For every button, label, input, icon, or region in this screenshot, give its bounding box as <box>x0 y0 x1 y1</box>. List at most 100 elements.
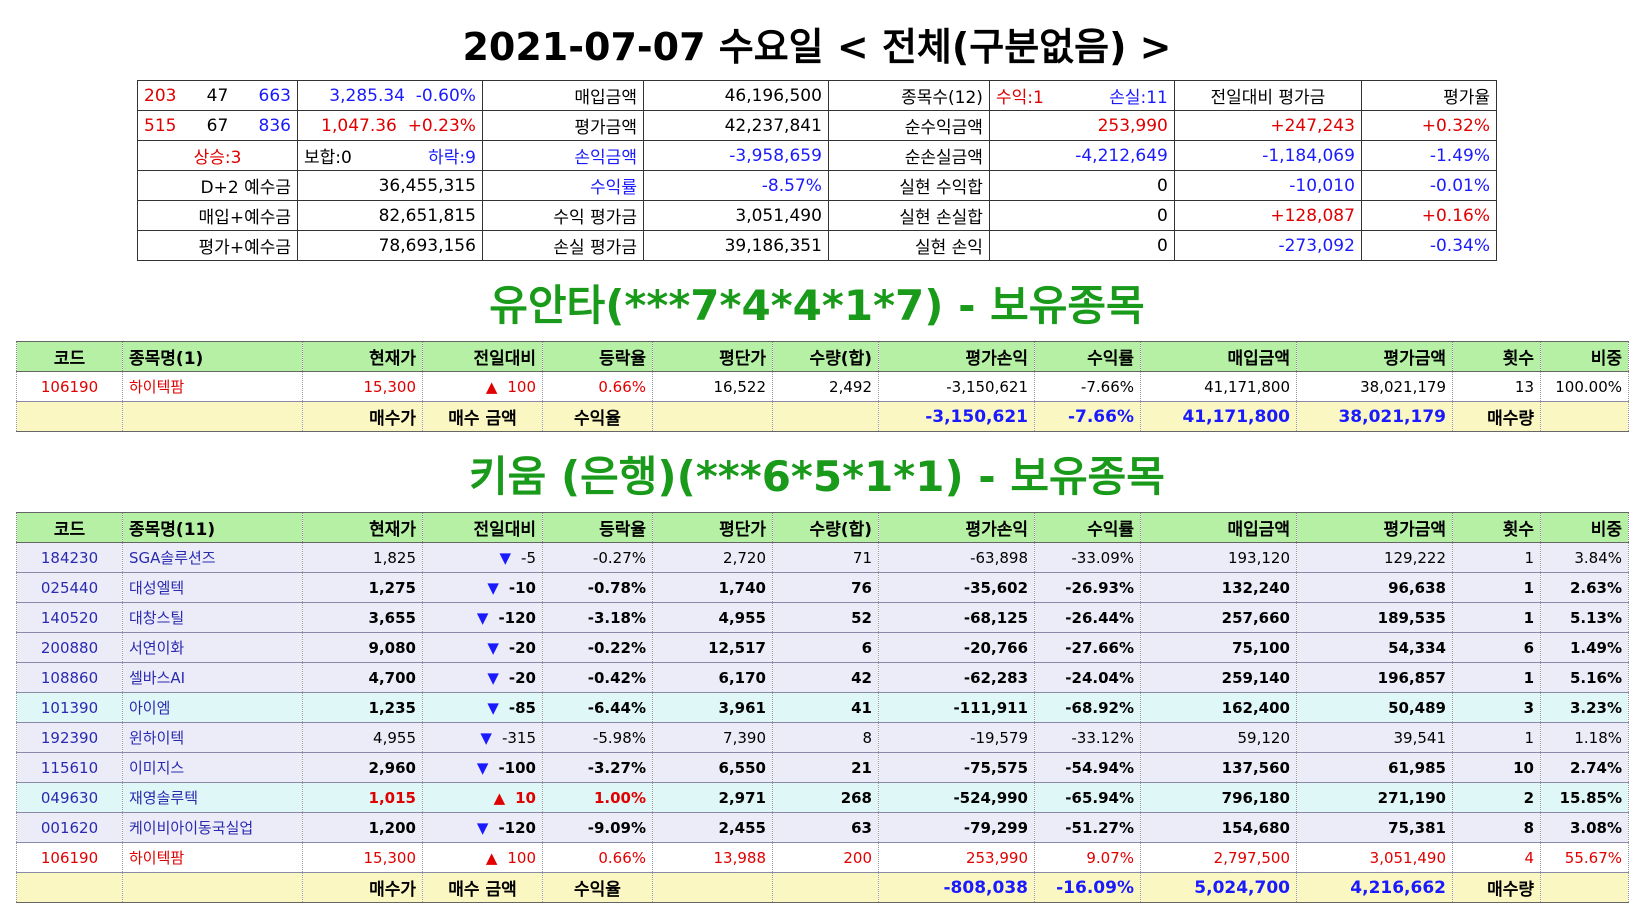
col-header-pl: 평가손익 <box>878 341 1035 372</box>
col-header-code: 코드 <box>16 512 123 543</box>
realized-pl: 0 <box>988 230 1175 261</box>
col-header-count: 횟수 <box>1452 512 1541 543</box>
weight: 1.18% <box>1540 722 1629 753</box>
buy-amount: 46,196,500 <box>642 80 829 111</box>
buy-amount: 162,400 <box>1140 692 1297 723</box>
table-row[interactable]: 200880 서연이화 9,080 ▼ -20 -0.22% 12,517 6 -20,766-… <box>16 632 1629 663</box>
weight: 5.13% <box>1540 602 1629 633</box>
row4-change: -10,010 <box>1173 170 1362 201</box>
avg-price: 1,740 <box>652 572 773 603</box>
buy-amount: 137,560 <box>1140 752 1297 783</box>
table-row[interactable]: 184230 SGA솔루션즈 1,825 ▼ -5 -0.27% 2,720 71 -63,89… <box>16 542 1629 573</box>
eval-plus-deposit: 78,693,156 <box>297 230 483 261</box>
col-header-name: 종목명(1) <box>122 341 303 372</box>
kospi-index-value: 3,285.34 <box>329 85 405 106</box>
footer-label-return: 수익율 <box>542 401 653 432</box>
kosdaq-down-count: 836 <box>258 115 291 136</box>
change-from-prev: ▼ -20 <box>422 632 543 663</box>
col-header-name: 종목명(11) <box>122 512 303 543</box>
stock-code: 192390 <box>16 722 123 753</box>
change-rate: -9.09% <box>542 812 653 843</box>
loss-count: 손실:11 <box>1109 88 1168 108</box>
eval-amount: 42,237,841 <box>642 110 829 141</box>
quantity: 52 <box>772 602 879 633</box>
kospi-index: 3,285.34 -0.60% <box>297 80 483 111</box>
return-rate: -54.94% <box>1034 752 1141 783</box>
triangle-down-icon: ▼ <box>476 758 489 777</box>
change-from-prev: ▼ -120 <box>422 812 543 843</box>
table-footer-row: 매수가 매수 금액 수익율 -808,038 -16.09% 5,024,700… <box>16 872 1629 903</box>
table-row[interactable]: 140520 대창스틸 3,655 ▼ -120 -3.18% 4,955 52 -68,125… <box>16 602 1629 633</box>
current-price: 1,200 <box>302 812 423 843</box>
col-header-buy: 매입금액 <box>1140 341 1297 372</box>
col-header-eval: 평가금액 <box>1296 341 1453 372</box>
stock-code: 106190 <box>16 371 123 402</box>
summary-table: 203 47 663 3,285.34 -0.60% 매입금액 46,196,500… <box>137 80 1498 261</box>
stock-code: 049630 <box>16 782 123 813</box>
triangle-down-icon: ▼ <box>487 698 499 717</box>
kospi-flat-count: 47 <box>206 85 229 106</box>
weight: 1.49% <box>1540 632 1629 663</box>
stock-name: 대성엘텍 <box>122 572 303 603</box>
row5-change: +128,087 <box>1173 200 1362 231</box>
weight: 2.63% <box>1540 572 1629 603</box>
weight: 100.00% <box>1540 371 1629 402</box>
section1-rows: 106190 하이텍팜 15,300 ▲ 100 0.66% 16,522 2,492 -3,1… <box>16 371 1629 402</box>
stock-name: 아이엠 <box>122 692 303 723</box>
quantity: 42 <box>772 662 879 693</box>
table-row[interactable]: 106190 하이텍팜 15,300 ▲ 100 0.66% 16,522 2,492 -3,1… <box>16 371 1629 402</box>
table-row[interactable]: 025440 대성엘텍 1,275 ▼ -10 -0.78% 1,740 76 -35,602-… <box>16 572 1629 603</box>
stock-code: 184230 <box>16 542 123 573</box>
col-header-diff: 전일대비 <box>422 512 543 543</box>
avg-price: 2,971 <box>652 782 773 813</box>
return-rate: -33.09% <box>1034 542 1141 573</box>
current-price: 15,300 <box>302 842 423 873</box>
label-eval-plus-deposit: 평가+예수금 <box>137 230 298 261</box>
trade-count: 2 <box>1452 782 1541 813</box>
table-row[interactable]: 108860 셀바스AI 4,700 ▼ -20 -0.42% 6,170 42 -62,283… <box>16 662 1629 693</box>
change-rate: -0.27% <box>542 542 653 573</box>
table-row[interactable]: 115610 이미지스 2,960 ▼ -100 -3.27% 6,550 21 -75,575… <box>16 752 1629 783</box>
footer-eval: 38,021,179 <box>1296 401 1453 432</box>
buy-amount: 41,171,800 <box>1140 371 1297 402</box>
daily-eval-change: +247,243 <box>1173 110 1362 141</box>
footer-buy: 41,171,800 <box>1140 401 1297 432</box>
stock-code: 200880 <box>16 632 123 663</box>
table-row[interactable]: 192390 윈하이텍 4,955 ▼ -315 -5.98% 7,390 8 -19,579-… <box>16 722 1629 753</box>
table-row[interactable]: 101390 아이엠 1,235 ▼ -85 -6.44% 3,961 41 -111,911-… <box>16 692 1629 723</box>
footer-label-qty: 매수량 <box>1452 872 1541 903</box>
row6-change: -273,092 <box>1173 230 1362 261</box>
weight: 15.85% <box>1540 782 1629 813</box>
trade-count: 8 <box>1452 812 1541 843</box>
table-row[interactable]: 106190 하이텍팜 15,300 ▲ 100 0.66% 13,988 200 253,99… <box>16 842 1629 873</box>
eval-pl: -62,283 <box>878 662 1035 693</box>
col-header-price: 현재가 <box>302 512 423 543</box>
kosdaq-index: 1,047.36 +0.23% <box>297 110 483 141</box>
quantity: 76 <box>772 572 879 603</box>
eval-amount: 75,381 <box>1296 812 1453 843</box>
daily-eval-rate: +0.32% <box>1360 110 1498 141</box>
buy-amount: 796,180 <box>1140 782 1297 813</box>
loss-eval: 39,186,351 <box>642 230 829 261</box>
section2-title: 키움 (은행)(***6*5*1*1) - 보유종목 <box>469 452 1165 501</box>
footer-buy: 5,024,700 <box>1140 872 1297 903</box>
table-row[interactable]: 049630 재영솔루텍 1,015 ▲ 10 1.00% 2,971 268 -524,990… <box>16 782 1629 813</box>
label-realized-pl: 실현 손익 <box>827 230 990 261</box>
col-header-ret: 수익률 <box>1034 512 1141 543</box>
label-realized-loss: 실현 손실합 <box>827 200 990 231</box>
change-from-prev: ▼ -5 <box>422 542 543 573</box>
change-rate: 0.66% <box>542 371 653 402</box>
return-rate: -26.93% <box>1034 572 1141 603</box>
col-header-weight: 비중 <box>1540 512 1629 543</box>
section1-holdings-table: 코드 종목명(1) 현재가 전일대비 등락율 평단가 수량(합) 평가손익 수익… <box>16 341 1629 432</box>
avg-price: 7,390 <box>652 722 773 753</box>
eval-pl: 253,990 <box>878 842 1035 873</box>
stock-name: 셀바스AI <box>122 662 303 693</box>
stock-name: 서연이화 <box>122 632 303 663</box>
up-count: 상승:3 <box>137 140 298 171</box>
table-row[interactable]: 001620 케이비아이동국실업 1,200 ▼ -120 -9.09% 2,455 63 -7… <box>16 812 1629 843</box>
stock-code: 115610 <box>16 752 123 783</box>
stock-code: 108860 <box>16 662 123 693</box>
current-price: 1,825 <box>302 542 423 573</box>
change-value: -120 <box>498 818 536 837</box>
